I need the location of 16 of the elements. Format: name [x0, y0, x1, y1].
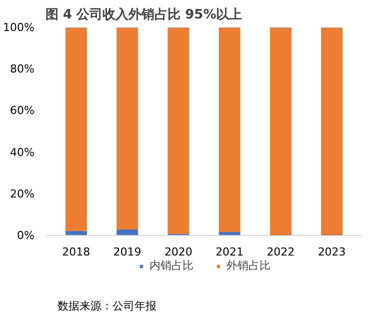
y-tick-label: 60%	[10, 104, 35, 118]
x-tick-label: 2021	[216, 246, 244, 258]
y-tick-label: 0%	[17, 229, 34, 242]
legend-label: 外销占比	[226, 258, 270, 273]
y-tick-label: 40%	[10, 146, 35, 159]
x-tick-label: 2023	[318, 246, 346, 258]
chart-title: 图 4 公司收入外销占比 95%以上	[46, 6, 242, 22]
source-note: 数据来源：公司年报	[58, 300, 156, 312]
legend-label: 内销占比	[150, 258, 194, 273]
x-tick-label: 2019	[113, 246, 142, 258]
y-tick-label: 20%	[10, 187, 35, 200]
x-tick-label: 2022	[266, 246, 295, 258]
y-tick-label: 80%	[10, 62, 35, 76]
x-tick-label: 2020	[164, 246, 192, 258]
x-tick-label: 2018	[62, 246, 90, 258]
y-tick-label: 100%	[3, 21, 35, 34]
